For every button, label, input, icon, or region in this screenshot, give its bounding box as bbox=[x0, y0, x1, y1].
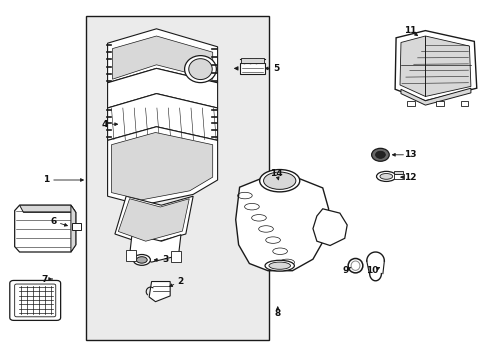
Bar bbox=[85, 16, 268, 340]
Bar bbox=[240, 58, 264, 63]
Bar bbox=[171, 251, 181, 262]
Polygon shape bbox=[118, 199, 189, 241]
Bar bbox=[393, 174, 403, 179]
Polygon shape bbox=[15, 205, 76, 252]
Bar bbox=[126, 250, 136, 261]
FancyBboxPatch shape bbox=[239, 63, 264, 74]
Bar bbox=[435, 101, 443, 106]
Ellipse shape bbox=[350, 261, 359, 270]
Ellipse shape bbox=[184, 55, 216, 83]
Polygon shape bbox=[107, 94, 217, 140]
Circle shape bbox=[371, 148, 388, 161]
Text: 2: 2 bbox=[177, 277, 183, 286]
Polygon shape bbox=[312, 209, 346, 246]
Polygon shape bbox=[111, 132, 212, 200]
Polygon shape bbox=[149, 282, 170, 302]
Text: 8: 8 bbox=[274, 309, 280, 318]
Polygon shape bbox=[112, 36, 212, 79]
Text: 7: 7 bbox=[41, 274, 48, 284]
Polygon shape bbox=[129, 234, 181, 262]
Bar bbox=[393, 171, 402, 174]
Ellipse shape bbox=[259, 170, 299, 192]
Polygon shape bbox=[107, 68, 217, 108]
Ellipse shape bbox=[268, 262, 290, 269]
Ellipse shape bbox=[188, 59, 212, 80]
Text: 12: 12 bbox=[404, 173, 416, 181]
Text: 4: 4 bbox=[102, 120, 108, 129]
Ellipse shape bbox=[376, 171, 395, 181]
Text: 13: 13 bbox=[404, 150, 416, 159]
FancyBboxPatch shape bbox=[10, 280, 61, 320]
Bar bbox=[460, 101, 468, 106]
Polygon shape bbox=[394, 31, 476, 101]
Ellipse shape bbox=[263, 172, 295, 189]
Polygon shape bbox=[71, 205, 76, 252]
Text: 9: 9 bbox=[341, 266, 348, 275]
Polygon shape bbox=[107, 29, 217, 83]
Polygon shape bbox=[107, 127, 217, 205]
Text: 10: 10 bbox=[366, 266, 378, 275]
Bar bbox=[72, 223, 81, 230]
Text: 14: 14 bbox=[270, 169, 283, 178]
Ellipse shape bbox=[274, 180, 283, 189]
Ellipse shape bbox=[264, 260, 294, 271]
Ellipse shape bbox=[271, 177, 285, 191]
Text: 5: 5 bbox=[273, 64, 279, 73]
Ellipse shape bbox=[133, 255, 150, 265]
Text: 3: 3 bbox=[162, 256, 168, 264]
Text: 6: 6 bbox=[51, 217, 57, 226]
Ellipse shape bbox=[136, 257, 147, 263]
Polygon shape bbox=[399, 36, 470, 96]
Ellipse shape bbox=[347, 258, 362, 273]
Text: 11: 11 bbox=[404, 26, 416, 35]
Polygon shape bbox=[115, 196, 193, 245]
Text: 1: 1 bbox=[43, 175, 49, 184]
Polygon shape bbox=[20, 205, 76, 212]
Polygon shape bbox=[235, 176, 328, 271]
Bar bbox=[406, 101, 414, 106]
Polygon shape bbox=[400, 88, 470, 105]
Ellipse shape bbox=[379, 174, 392, 179]
Circle shape bbox=[375, 151, 385, 158]
